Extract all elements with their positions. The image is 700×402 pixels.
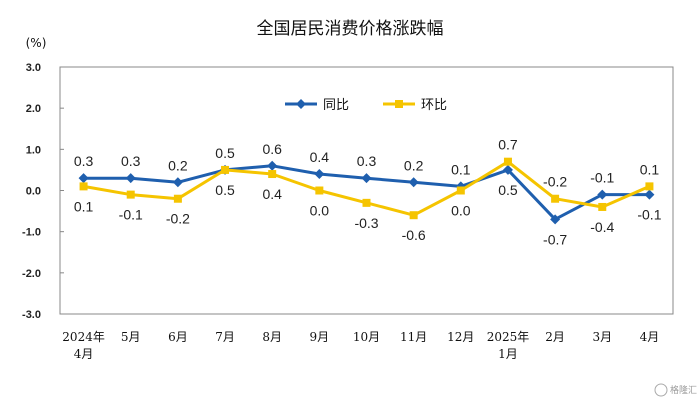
- series-point: [172, 177, 183, 188]
- x-tick-label: 6月: [168, 330, 188, 344]
- data-label-2: 0.4: [262, 186, 282, 202]
- x-tick-label: 4月: [640, 330, 660, 344]
- data-label-2: -0.6: [402, 227, 426, 243]
- x-tick-label: 8月: [262, 330, 282, 344]
- data-label-1: 0.5: [498, 182, 518, 198]
- data-labels: 0.3 0.1 0.3 -0.1 0.2 -0.2 0.5 0.5 0.6 0.4 0.4 0.0 0.…: [74, 137, 662, 248]
- series-point: [550, 214, 561, 225]
- x-tick-label: 12月: [447, 330, 474, 344]
- data-label-2: -0.3: [354, 215, 378, 231]
- data-label-2: 0.1: [640, 161, 660, 177]
- series-point: [78, 173, 89, 184]
- series-group: [78, 157, 655, 225]
- series-point: [408, 177, 419, 188]
- series-point: [502, 164, 513, 175]
- data-label-1: -0.7: [543, 231, 567, 247]
- series-point: [221, 165, 230, 174]
- data-label-1: 0.5: [215, 145, 235, 161]
- legend-label: 同比: [323, 98, 349, 113]
- y-tick-label: 2.0: [26, 103, 41, 115]
- series-point: [268, 170, 277, 179]
- x-tick-label: 2024年: [62, 330, 105, 344]
- legend-label: 环比: [421, 98, 447, 113]
- legend: 同比 环比: [285, 98, 447, 113]
- data-label-1: -0.1: [590, 170, 614, 186]
- series-point: [409, 211, 418, 220]
- series-point: [125, 173, 136, 184]
- data-label-2: 0.0: [310, 203, 330, 219]
- x-tick-label: 1月: [498, 347, 518, 361]
- series-point: [79, 182, 88, 191]
- series-point: [267, 160, 278, 171]
- chart-title: 全国居民消费价格涨跌幅: [257, 19, 444, 39]
- x-tick-label: 11月: [400, 330, 427, 344]
- data-label-2: -0.2: [543, 174, 567, 190]
- y-tick-label: -1.0: [22, 227, 41, 239]
- series-point: [361, 173, 372, 184]
- data-label-2: -0.4: [590, 219, 614, 235]
- y-unit-label: (%): [26, 36, 47, 50]
- x-tick-label: 7月: [215, 330, 235, 344]
- data-label-1: 0.2: [168, 157, 188, 173]
- series-point: [598, 202, 607, 211]
- series-point: [126, 190, 135, 199]
- x-tick-label: 4月: [74, 347, 94, 361]
- data-label-1: 0.1: [451, 161, 471, 177]
- data-label-1: 0.6: [262, 141, 282, 157]
- plot-area: [59, 66, 674, 315]
- data-label-2: 0.1: [74, 198, 94, 214]
- y-tick-label: -3.0: [22, 309, 41, 321]
- series-point: [315, 186, 324, 195]
- watermark-text: 格隆汇: [670, 384, 697, 396]
- series-point: [551, 194, 560, 203]
- data-label-2: 0.0: [451, 203, 471, 219]
- data-label-2: 0.5: [215, 182, 235, 198]
- data-label-1: 0.3: [74, 153, 94, 169]
- x-tick-label: 3月: [592, 330, 612, 344]
- data-label-1: -0.1: [637, 207, 661, 223]
- series-point: [503, 157, 512, 166]
- series-point: [456, 186, 465, 195]
- data-label-1: 0.2: [404, 157, 424, 173]
- series-point: [645, 182, 654, 191]
- data-label-2: -0.2: [166, 211, 190, 227]
- data-label-1: 0.3: [357, 153, 377, 169]
- legend-marker: [395, 100, 403, 108]
- legend-marker: [296, 99, 306, 109]
- y-axis: 3.0 2.0 1.0 0.0 -1.0 -2.0 -3.0: [22, 62, 64, 321]
- data-label-1: 0.4: [310, 149, 330, 165]
- watermark-logo-icon: [654, 383, 668, 397]
- x-tick-label: 9月: [310, 330, 330, 344]
- x-tick-label: 2025年: [487, 330, 530, 344]
- data-label-2: 0.7: [498, 137, 518, 153]
- x-tick-label: 10月: [353, 330, 380, 344]
- series-point: [173, 194, 182, 203]
- x-tick-label: 2月: [545, 330, 565, 344]
- series-point: [314, 169, 325, 180]
- series-point: [362, 198, 371, 207]
- data-label-2: -0.1: [119, 207, 143, 223]
- y-tick-label: 3.0: [26, 62, 41, 74]
- series-point: [644, 189, 655, 200]
- watermark: 格隆汇: [654, 383, 697, 397]
- series-point: [597, 189, 608, 200]
- x-tick-label: 5月: [121, 330, 141, 344]
- y-tick-label: 1.0: [26, 144, 41, 156]
- y-tick-label: 0.0: [26, 186, 41, 198]
- x-axis: 2024年 4月 5月 6月 7月 8月 9月 10月 11月 12月 2025年 1月 2月 3月 4月: [62, 330, 659, 361]
- y-tick-label: -2.0: [22, 268, 41, 280]
- data-label-1: 0.3: [121, 153, 141, 169]
